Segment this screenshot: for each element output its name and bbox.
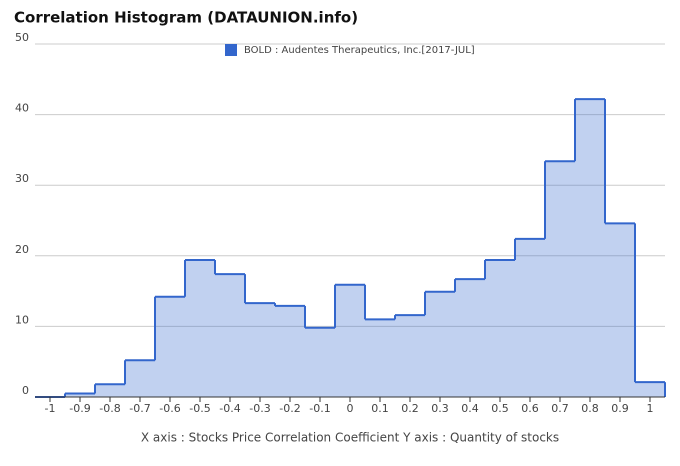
step-fill bbox=[245, 303, 275, 397]
x-tick-label: 0.9 bbox=[611, 402, 629, 415]
x-tick-label: -0.8 bbox=[99, 402, 120, 415]
x-tick-label: 0.1 bbox=[371, 402, 389, 415]
step-fill bbox=[515, 238, 545, 397]
y-tick-label: 30 bbox=[15, 172, 29, 185]
y-tick-label: 20 bbox=[15, 243, 29, 256]
x-tick-label: 0.6 bbox=[521, 402, 539, 415]
x-tick-label: -0.3 bbox=[249, 402, 270, 415]
step-fill bbox=[155, 296, 185, 397]
x-tick-label: -0.9 bbox=[69, 402, 90, 415]
step-fill bbox=[125, 360, 155, 397]
step-fill bbox=[455, 279, 485, 397]
y-tick-label: 10 bbox=[15, 313, 29, 326]
y-tick-label: 50 bbox=[15, 31, 29, 44]
step-fill bbox=[605, 223, 635, 397]
x-tick-label: 0.8 bbox=[581, 402, 599, 415]
step-fill bbox=[185, 260, 215, 397]
step-fill bbox=[575, 99, 605, 398]
x-tick-label: 1 bbox=[647, 402, 654, 415]
step-fill bbox=[215, 274, 245, 397]
legend-swatch bbox=[225, 44, 237, 56]
step-fill bbox=[65, 393, 95, 397]
x-tick-label: -0.7 bbox=[129, 402, 150, 415]
x-tick-label: -0.5 bbox=[189, 402, 210, 415]
step-fill bbox=[635, 382, 665, 397]
y-tick-label: 0 bbox=[22, 384, 29, 397]
step-fill bbox=[425, 291, 455, 397]
x-tick-label: -0.1 bbox=[309, 402, 330, 415]
x-tick-label: -0.2 bbox=[279, 402, 300, 415]
x-tick-label: -1 bbox=[45, 402, 56, 415]
chart-title: Correlation Histogram (DATAUNION.info) bbox=[14, 9, 358, 27]
x-tick-label: 0.7 bbox=[551, 402, 569, 415]
y-tick-label: 40 bbox=[15, 102, 29, 115]
step-fill bbox=[545, 161, 575, 397]
step-fill bbox=[305, 327, 335, 397]
x-axis-label: X axis : Stocks Price Correlation Coeffi… bbox=[141, 431, 559, 445]
step-fill bbox=[395, 315, 425, 397]
step-fill bbox=[365, 319, 395, 397]
step-fill bbox=[485, 260, 515, 397]
x-tick-label: -0.6 bbox=[159, 402, 180, 415]
x-tick-label: 0.3 bbox=[431, 402, 449, 415]
x-tick-label: 0.5 bbox=[491, 402, 509, 415]
x-tick-label: 0.2 bbox=[401, 402, 419, 415]
legend-label: BOLD : Audentes Therapeutics, Inc.[2017-… bbox=[244, 45, 475, 56]
step-fill bbox=[95, 384, 125, 397]
x-tick-label: -0.4 bbox=[219, 402, 240, 415]
step-fill bbox=[335, 284, 365, 397]
x-tick-label: 0.4 bbox=[461, 402, 479, 415]
x-tick-label: 0 bbox=[347, 402, 354, 415]
step-fill bbox=[275, 305, 305, 397]
